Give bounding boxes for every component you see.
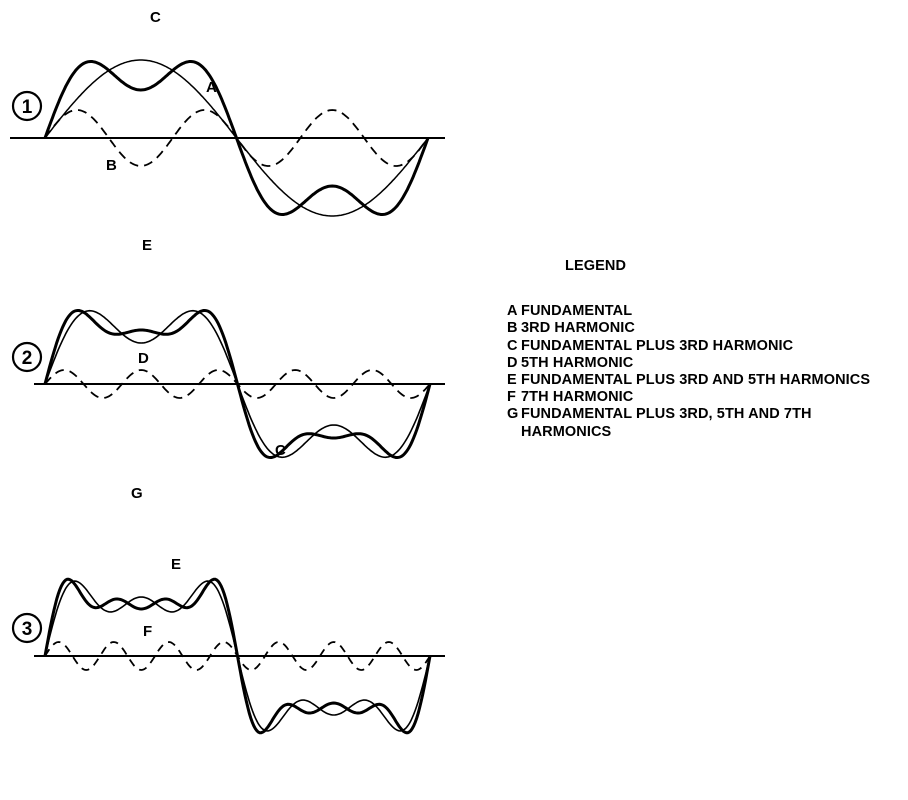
panel-3: 3 G E F — [11, 485, 445, 735]
legend-key: E — [507, 372, 517, 389]
curve-label-d: D — [138, 350, 149, 367]
curve-label-a: A — [206, 79, 217, 96]
curve-label-f: F — [143, 623, 152, 640]
panel-3-number: 3 — [22, 619, 33, 640]
legend-text: 7TH HARMONIC — [521, 389, 634, 406]
fundamental-plus-3rd-curve — [43, 60, 430, 216]
curve-label-g: G — [131, 485, 143, 502]
panel-2-number: 2 — [22, 348, 33, 369]
panel-1-number: 1 — [22, 97, 33, 118]
curve-label-e-panel-3: E — [171, 556, 181, 573]
legend-text: FUNDAMENTAL PLUS 3RD HARMONIC — [521, 337, 794, 354]
panel-2: 2 E D C — [11, 237, 445, 459]
legend-text: FUNDAMENTAL PLUS 3RD AND 5TH HARMONICS — [521, 372, 871, 389]
legend-item-a: A FUNDAMENTAL — [507, 303, 906, 320]
fundamental-plus-3rd-5th-curve — [43, 309, 432, 459]
legend-item-d: D 5TH HARMONIC — [507, 355, 906, 372]
legend-text: 3RD HARMONIC — [521, 320, 635, 337]
legend-text: FUNDAMENTAL — [521, 303, 633, 320]
panel-1-number-circle — [11, 90, 43, 122]
curve-label-e: E — [142, 237, 152, 254]
legend: LEGEND A FUNDAMENTAL B 3RD HARMONIC C FU… — [507, 258, 906, 441]
legend-text: FUNDAMENTAL PLUS 3RD, 5TH AND 7TH HARMON… — [521, 406, 812, 440]
legend-item-e: E FUNDAMENTAL PLUS 3RD AND 5TH HARMONICS — [507, 372, 906, 389]
legend-title: LEGEND — [565, 258, 627, 274]
panel-1: 1 C A B — [10, 9, 445, 217]
legend-key: B — [507, 320, 518, 337]
fundamental-plus-3rd-5th-7th-curve — [43, 577, 432, 735]
legend-key: A — [507, 303, 518, 320]
curve-label-b: B — [106, 157, 117, 174]
legend-key: C — [507, 337, 518, 354]
legend-item-f: F 7TH HARMONIC — [507, 389, 906, 406]
legend-item-b: B 3RD HARMONIC — [507, 320, 906, 337]
curve-label-c: C — [150, 9, 161, 26]
legend-key: F — [507, 389, 516, 406]
legend-item-g: G FUNDAMENTAL PLUS 3RD, 5TH AND 7TH HARM… — [507, 406, 906, 440]
legend-key: G — [507, 406, 519, 423]
curve-label-c-panel-2: C — [275, 442, 286, 459]
panel-2-number-circle — [11, 341, 43, 373]
legend-key: D — [507, 354, 518, 371]
panel-3-number-circle — [11, 612, 43, 644]
legend-item-c: C FUNDAMENTAL PLUS 3RD HARMONIC — [507, 338, 906, 355]
legend-text: 5TH HARMONIC — [521, 354, 634, 371]
